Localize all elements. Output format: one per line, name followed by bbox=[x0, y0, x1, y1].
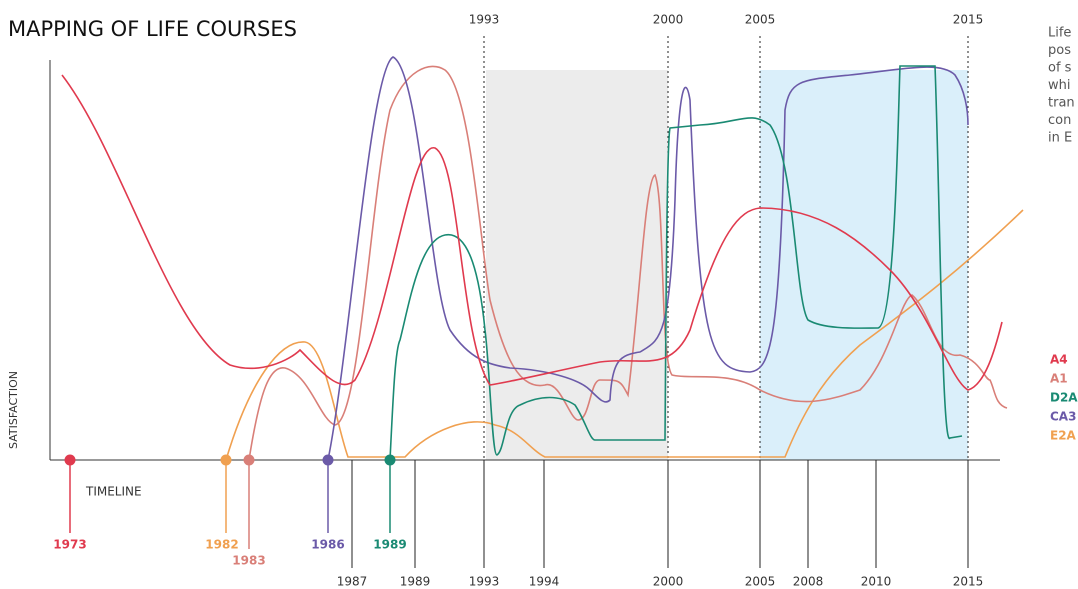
x-axis-label: TIMELINE bbox=[85, 485, 142, 499]
year-label: 1993 bbox=[469, 575, 500, 589]
year-label: 2000 bbox=[653, 575, 684, 589]
birth-dot bbox=[384, 454, 396, 466]
birth-dot bbox=[243, 454, 255, 466]
y-axis-label: SATISFACTION bbox=[7, 371, 20, 449]
side-line: tran bbox=[1048, 96, 1075, 111]
side-line: Life bbox=[1048, 26, 1071, 41]
birth-label: 1989 bbox=[373, 538, 406, 552]
year-label: 1987 bbox=[337, 575, 368, 589]
side-line: con bbox=[1048, 113, 1071, 128]
birth-dot bbox=[322, 454, 334, 466]
marker-label: 2015 bbox=[953, 13, 984, 27]
marker-label: 2005 bbox=[745, 13, 776, 27]
title: MAPPING OF LIFE COURSES bbox=[8, 17, 297, 41]
period-band bbox=[486, 70, 668, 460]
legend-entry: A1 bbox=[1050, 372, 1068, 386]
year-label: 1994 bbox=[529, 575, 560, 589]
year-label: 2005 bbox=[745, 575, 776, 589]
birth-label: 1986 bbox=[311, 538, 344, 552]
year-label: 2008 bbox=[793, 575, 824, 589]
year-label: 2015 bbox=[953, 575, 984, 589]
curve-a4 bbox=[61, 74, 1003, 391]
side-line: whi bbox=[1048, 78, 1070, 93]
legend-entry: D2A bbox=[1050, 391, 1078, 405]
legend-entry: A4 bbox=[1050, 353, 1068, 367]
year-label: 1989 bbox=[400, 575, 431, 589]
legend-entry: E2A bbox=[1050, 429, 1077, 443]
birth-label: 1973 bbox=[53, 538, 86, 552]
birth-markers: 1973 1982 1983 1986 1989 bbox=[53, 454, 407, 568]
top-markers: 1993 2000 2005 2015 bbox=[469, 13, 984, 460]
side-line: in E bbox=[1048, 131, 1072, 146]
curve-a1 bbox=[248, 65, 1008, 461]
timeline-years: 1987 1989 1993 1994 2000 2005 2008 2010 2015 bbox=[337, 460, 984, 589]
side-line: pos bbox=[1048, 43, 1071, 58]
birth-dot bbox=[220, 454, 232, 466]
marker-label: 2000 bbox=[653, 13, 684, 27]
curve-e2a bbox=[225, 209, 1024, 461]
birth-label: 1983 bbox=[232, 554, 265, 568]
side-line: of s bbox=[1048, 61, 1072, 76]
legend-entry: CA3 bbox=[1050, 410, 1076, 424]
birth-dot bbox=[64, 454, 76, 466]
legend: A4 A1 D2A CA3 E2A bbox=[1050, 353, 1078, 443]
side-text: Life pos of s whi tran con in E bbox=[1048, 26, 1075, 146]
year-label: 2010 bbox=[861, 575, 892, 589]
curve-d2a bbox=[389, 65, 963, 461]
period-band bbox=[760, 70, 968, 460]
marker-label: 1993 bbox=[469, 13, 500, 27]
birth-label: 1982 bbox=[205, 538, 238, 552]
